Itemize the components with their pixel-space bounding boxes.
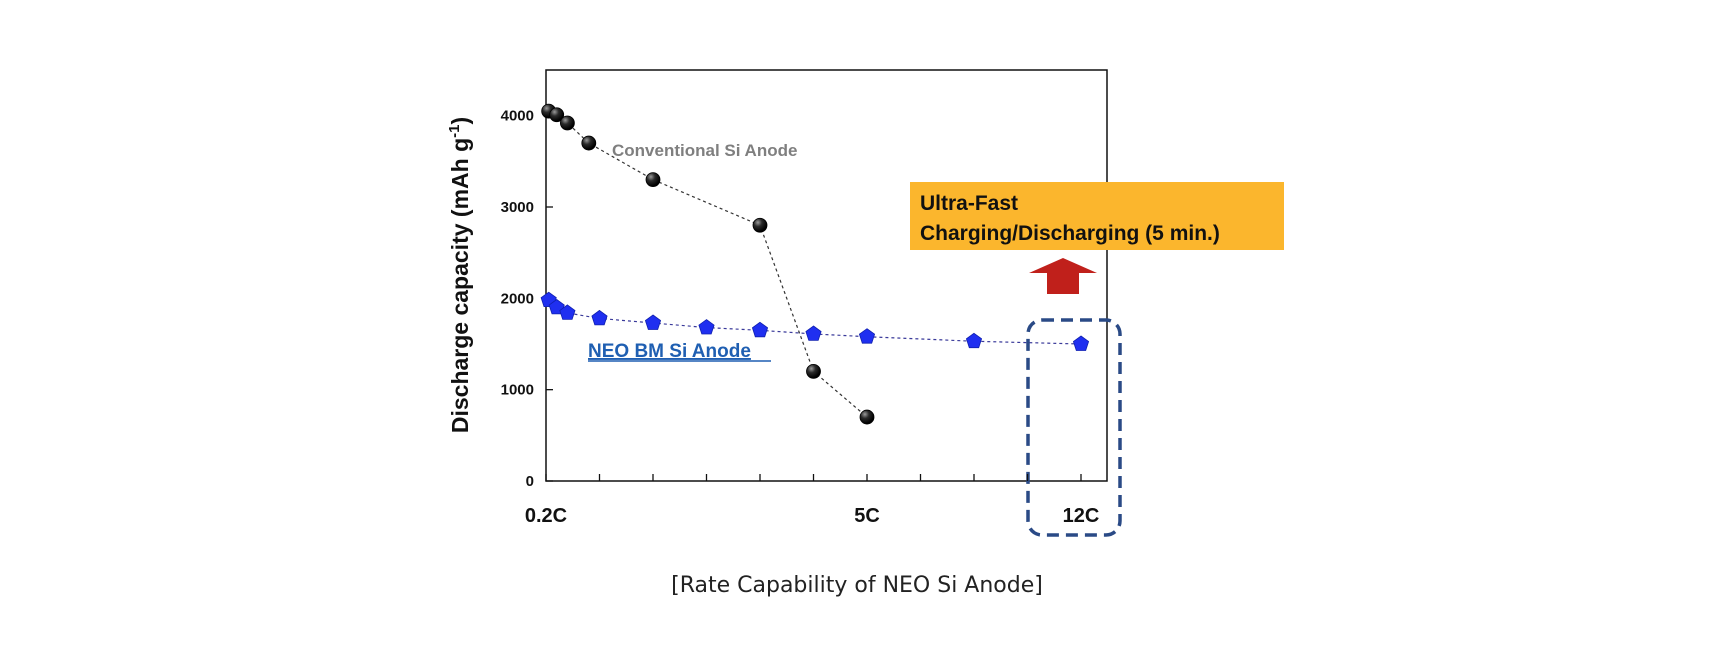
data-point-neo	[858, 328, 876, 344]
y-tick-label: 3000	[501, 199, 534, 216]
data-point-conventional	[859, 409, 875, 425]
up-arrow-icon	[1029, 258, 1097, 294]
x-tick-label: 0.2C	[525, 505, 567, 527]
data-point-conventional	[560, 115, 575, 131]
data-point-neo	[965, 332, 983, 349]
y-tick-label: 4000	[501, 108, 534, 125]
data-point-neo	[591, 309, 608, 326]
y-axis-label-suffix: )	[447, 117, 473, 125]
data-point-conventional	[581, 135, 597, 151]
data-point-neo	[1072, 335, 1090, 351]
data-point-conventional	[645, 172, 661, 188]
data-point-neo	[559, 304, 576, 320]
data-point-conventional	[806, 363, 821, 379]
figure-caption: [Rate Capability of NEO Si Anode]	[671, 573, 1043, 598]
series-label-conventional: Conventional Si Anode	[612, 141, 797, 160]
series-label-neo: NEO BM Si Anode	[588, 341, 751, 362]
x-tick-label: 12C	[1063, 505, 1100, 527]
y-axis-label: Discharge capacity (mAh g-1)	[446, 117, 473, 433]
y-axis-label-main: Discharge capacity (mAh g	[447, 138, 473, 433]
callout-line-2: Charging/Discharging (5 min.)	[920, 222, 1220, 245]
callout-line-1: Ultra-Fast	[920, 192, 1018, 215]
y-tick-label: 1000	[501, 382, 534, 399]
data-point-neo	[805, 325, 822, 341]
y-axis-label-superscript: -1	[446, 125, 463, 138]
callout-box	[910, 182, 1284, 250]
x-tick-label: 5C	[854, 505, 880, 527]
data-point-conventional	[549, 107, 565, 123]
data-point-neo	[751, 321, 769, 338]
y-tick-label: 0	[526, 473, 534, 490]
plot-frame	[545, 69, 1108, 482]
data-point-neo	[698, 319, 715, 335]
data-point-conventional	[752, 217, 768, 233]
data-point-neo	[644, 314, 662, 330]
highlight-12c-box	[1026, 318, 1122, 537]
y-tick-label: 2000	[501, 290, 534, 307]
